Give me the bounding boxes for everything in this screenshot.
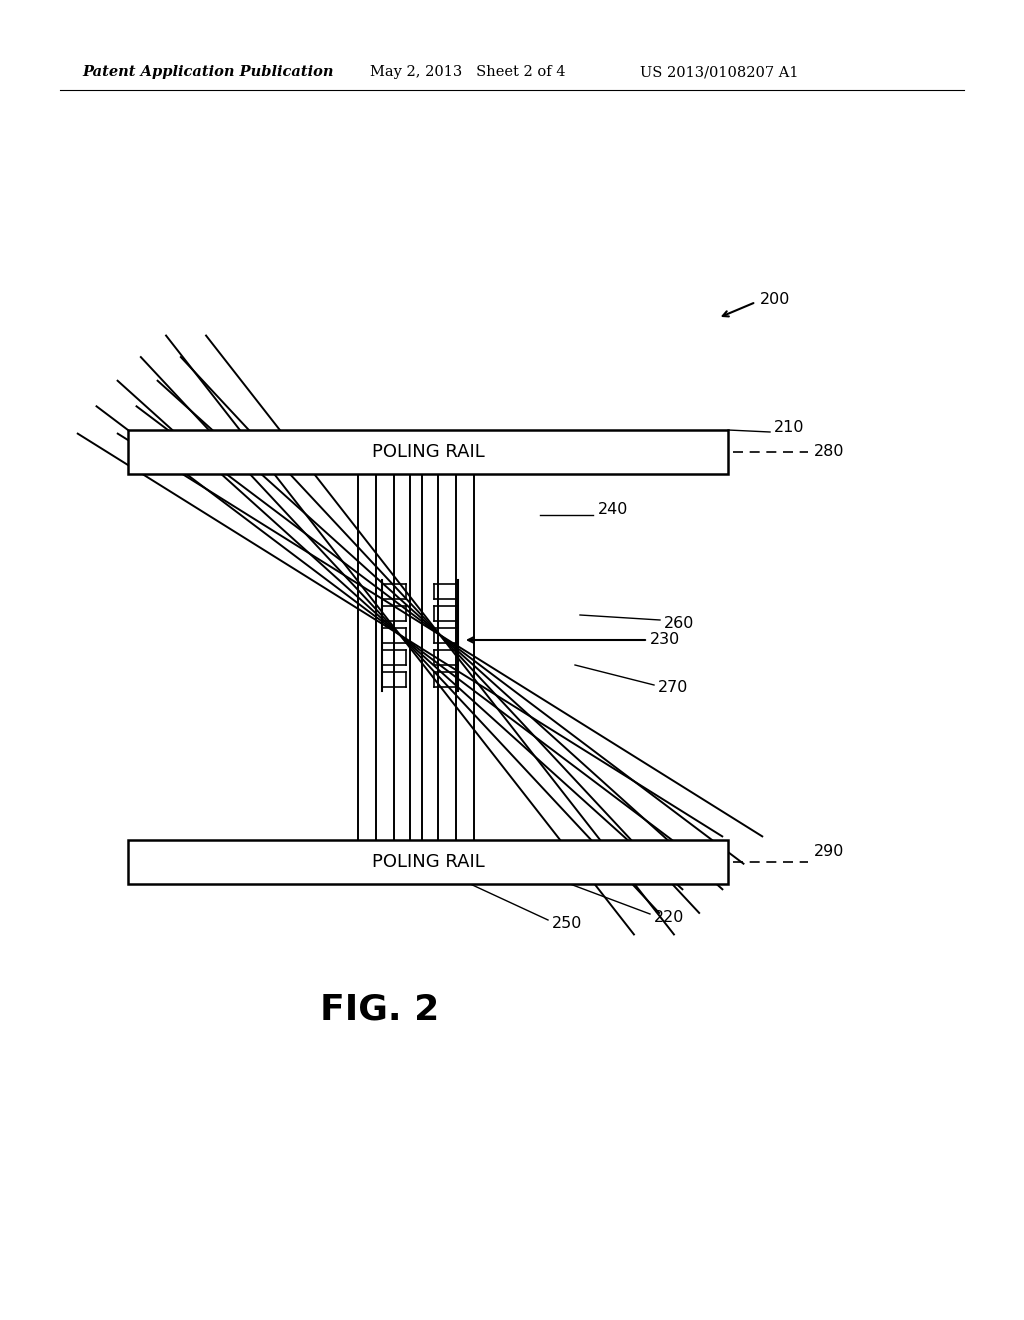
Bar (128, 840, 728, 884)
Bar (128, 430, 728, 474)
Text: 200: 200 (760, 293, 791, 308)
Text: 290: 290 (814, 845, 845, 859)
Text: 210: 210 (774, 421, 805, 436)
Text: 270: 270 (658, 681, 688, 696)
Text: FIG. 2: FIG. 2 (321, 993, 439, 1027)
Text: US 2013/0108207 A1: US 2013/0108207 A1 (640, 65, 799, 79)
Text: 240: 240 (598, 503, 629, 517)
Text: May 2, 2013   Sheet 2 of 4: May 2, 2013 Sheet 2 of 4 (370, 65, 565, 79)
Text: POLING RAIL: POLING RAIL (372, 444, 484, 461)
Text: 260: 260 (664, 615, 694, 631)
Text: 250: 250 (552, 916, 583, 931)
Text: 220: 220 (654, 909, 684, 924)
Text: Patent Application Publication: Patent Application Publication (82, 65, 334, 79)
Text: 230: 230 (650, 632, 680, 648)
Text: 280: 280 (814, 445, 845, 459)
Text: POLING RAIL: POLING RAIL (372, 853, 484, 871)
